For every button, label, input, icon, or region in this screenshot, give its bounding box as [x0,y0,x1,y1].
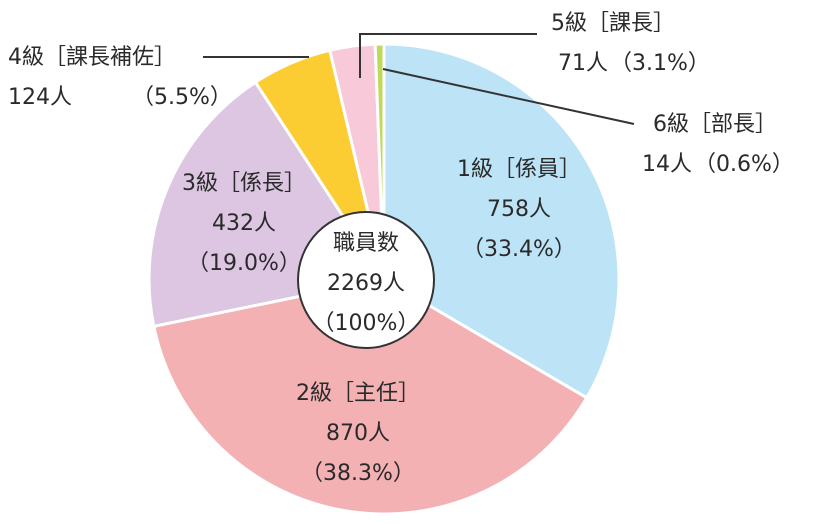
slice-3-count: 432人 [212,211,276,236]
slice-3-name: 3級［係長］ [182,171,306,196]
slice-2-count: 870人 [326,421,390,446]
slice-2-percent: （38.3%） [301,461,415,486]
pie-slices [147,42,621,516]
slice-6-percent: （0.6%） [694,152,794,177]
slice-5-name: 5級［課長］ [551,11,675,36]
slice-1-percent: （33.4%） [462,237,576,262]
slice-6-count: 14人 [642,152,692,177]
slice-4-percent: （5.5%） [132,85,232,110]
slice-6-name: 6級［部長］ [653,112,777,137]
slice-5-percent: （3.1%） [610,51,710,76]
pie-slice-2 [152,277,589,516]
slice-2-name: 2級［主任］ [296,381,420,406]
center-percent: （100%） [313,311,420,336]
center-circle [297,211,435,349]
leader-line-6 [382,68,635,125]
slice-5-count: 71人 [558,51,608,76]
leader-line-5 [359,33,537,78]
slice-1-name: 1級［係員］ [457,157,581,182]
slice-1-count: 758人 [487,197,551,222]
slice-4-count: 124人 [8,85,72,110]
pie-slice-1 [382,42,621,400]
center-title: 職員数 [333,231,399,256]
slice-3-percent: （19.0%） [187,251,301,276]
leader-lines [203,33,635,125]
slice-4-name: 4級［課長補佐］ [8,45,176,70]
center-total: 2269人 [327,271,405,296]
